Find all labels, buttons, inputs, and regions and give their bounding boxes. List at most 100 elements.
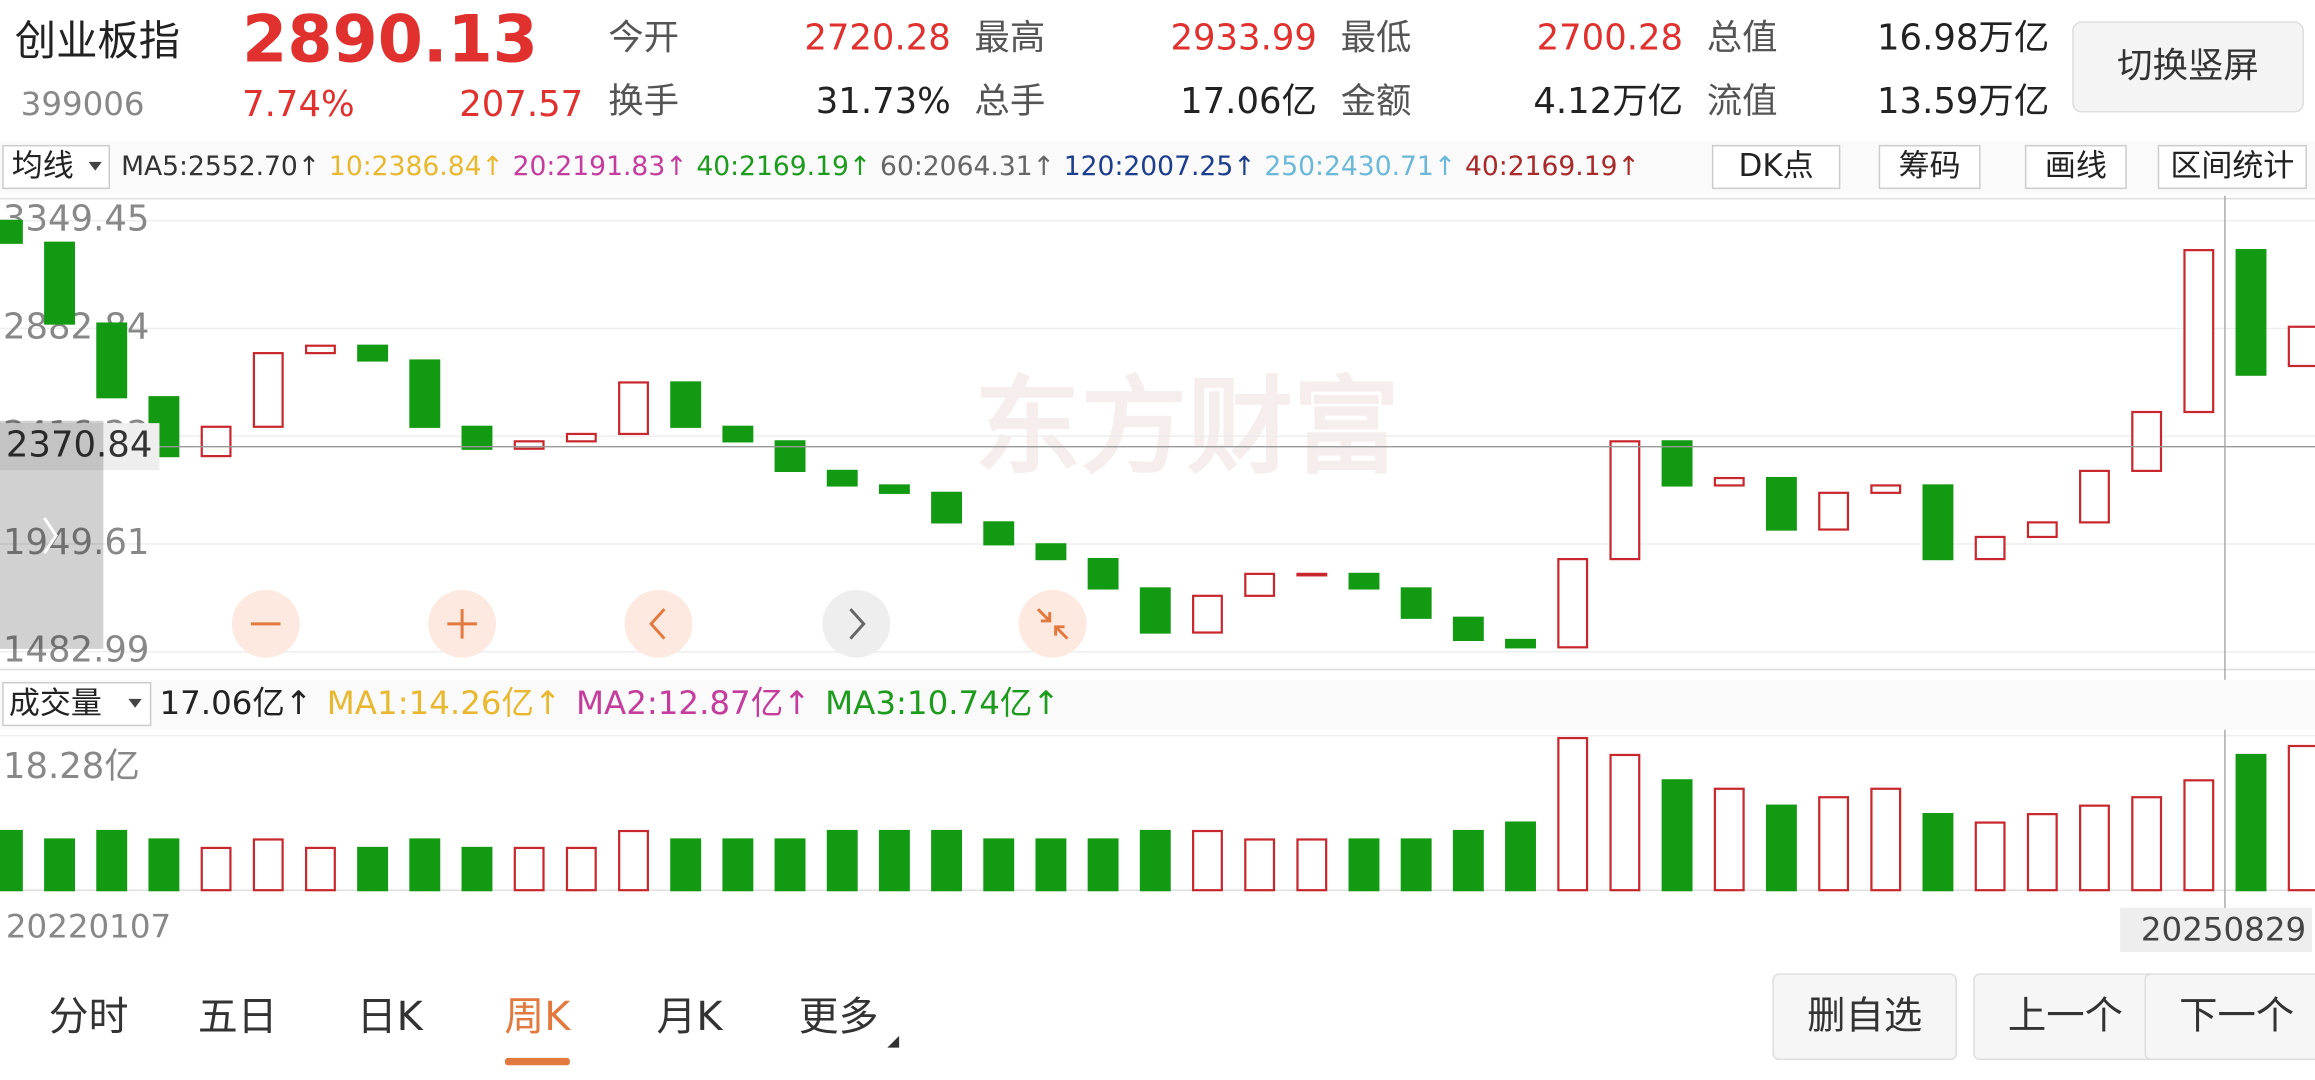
candle-body	[1139, 587, 1171, 634]
volume-bar	[1400, 838, 1432, 892]
period-tab[interactable]: 更多	[799, 994, 879, 1040]
volume-bar	[931, 829, 963, 892]
reset[interactable]	[1018, 590, 1087, 658]
tool-label: DK点	[1739, 148, 1814, 184]
y-tick-label: 3349.45	[3, 199, 149, 240]
volume-bar	[1035, 838, 1067, 892]
volume-bar	[304, 846, 336, 892]
volume-legend: MA2:12.87亿↑	[576, 684, 810, 722]
volume-bar	[2026, 813, 2058, 892]
candle-body	[513, 440, 545, 450]
candle-body	[1296, 572, 1328, 577]
candle-body	[1765, 476, 1797, 531]
candle-body	[1818, 491, 1850, 531]
ma-legend: 20:2191.83↑	[513, 151, 688, 182]
volume-bar	[565, 846, 597, 892]
volume-bar	[826, 829, 858, 892]
candle-body	[1922, 484, 1954, 561]
zoom-controls	[231, 590, 1087, 658]
change-pct: 7.74%	[242, 84, 355, 125]
candle-body	[304, 344, 336, 355]
volume-bar	[1452, 829, 1484, 892]
candle-body	[1974, 535, 2006, 561]
side-handle[interactable]	[0, 420, 104, 649]
candle-body	[1661, 440, 1693, 487]
stat-value: 16.98万亿	[1877, 18, 2049, 59]
candle-body	[774, 440, 806, 472]
volume-bar	[2131, 796, 2163, 892]
icon	[447, 609, 477, 639]
action-button[interactable]	[1772, 973, 1957, 1061]
current-price-box	[0, 423, 160, 471]
period-tab[interactable]: 周K	[504, 994, 571, 1040]
volume-bar	[1870, 787, 1902, 892]
volume-bar	[148, 838, 180, 892]
period-tab[interactable]: 五日	[198, 994, 278, 1040]
volume-bar	[513, 846, 545, 892]
candle-body	[931, 491, 963, 524]
volume-bar	[1087, 838, 1119, 892]
end-date: 20250829	[2141, 910, 2306, 948]
candle-body	[1713, 476, 1745, 487]
stat-value: 2700.28	[1537, 18, 1683, 59]
current-price-label: 2370.84	[6, 425, 152, 466]
move-right[interactable]	[822, 590, 891, 658]
y-tick-label: 2882.84	[3, 306, 149, 347]
ma-legend: 60:2064.31↑	[880, 151, 1055, 182]
volume-bar	[44, 838, 76, 892]
volume-bar	[1974, 821, 2006, 892]
volume-bar	[618, 829, 649, 892]
volume-bar	[409, 838, 441, 892]
volume-selector[interactable]	[2, 681, 152, 727]
candle-body	[96, 322, 128, 399]
candle-body	[826, 469, 858, 487]
change: 207.57	[459, 84, 583, 125]
volume-legend: 17.06亿↑	[159, 684, 312, 722]
volume-selector-label: 成交量	[9, 685, 102, 721]
volume-bar	[2235, 753, 2267, 892]
period-tab[interactable]: 分时	[49, 994, 129, 1040]
volume-bar	[200, 846, 232, 892]
index-name: 创业板指	[15, 17, 180, 65]
start-date: 20220107	[6, 907, 171, 945]
rotate-button[interactable]	[2072, 21, 2304, 113]
candle-body	[44, 241, 76, 325]
move-left[interactable]	[624, 590, 693, 658]
action-button-label: 上一个	[2008, 994, 2123, 1039]
tool-button[interactable]	[2024, 144, 2127, 190]
dropdown-arrow	[88, 161, 102, 171]
candle-body	[0, 219, 23, 244]
candle-body	[2287, 325, 2315, 368]
candle-body	[1244, 572, 1276, 597]
ma-legend: 10:2386.84↑	[329, 151, 504, 182]
ma-legend: 40:2169.19↑	[696, 151, 871, 182]
volume-bar	[1244, 838, 1276, 892]
volume-bar	[722, 838, 754, 892]
icon	[649, 608, 666, 640]
y-tick-label: 1949.61	[3, 522, 149, 563]
stat-value: 2933.99	[1170, 18, 1316, 59]
volume-bar	[461, 846, 493, 892]
ma-selector[interactable]	[2, 144, 110, 190]
candle-body	[878, 484, 910, 494]
candle-body	[2183, 249, 2215, 414]
y-tick-label: 1482.99	[3, 630, 149, 671]
icon	[849, 608, 866, 640]
candle-body	[1505, 638, 1536, 649]
tool-button[interactable]	[2157, 144, 2307, 190]
period-tab[interactable]: 日K	[357, 994, 424, 1040]
rotate-button-label: 切换竖屏	[2117, 46, 2259, 87]
tool-button[interactable]	[1878, 144, 1981, 190]
volume-bar	[2079, 804, 2110, 892]
index-price: 2890.13	[242, 3, 538, 78]
stat-value: 4.12万亿	[1533, 81, 1683, 122]
action-button[interactable]	[2144, 973, 2315, 1061]
volume-bar	[1661, 779, 1693, 892]
period-tab[interactable]: 月K	[656, 994, 723, 1040]
volume-legend: MA1:14.26亿↑	[327, 684, 561, 722]
volume-bar	[0, 829, 23, 892]
stat-value: 17.06亿	[1180, 81, 1317, 122]
candle-body	[1400, 587, 1432, 619]
tool-button[interactable]	[1711, 144, 1841, 190]
volume-bar	[0, 679, 2315, 730]
